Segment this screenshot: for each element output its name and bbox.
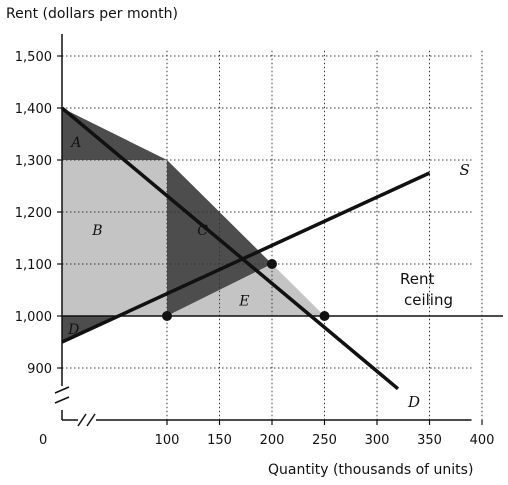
y-tick-label-1400: 1,400 [15,102,52,117]
y-tick-label-1000: 1,000 [15,310,52,325]
point-3 [319,311,330,321]
supply-label: S [460,161,470,179]
supply-curve [61,171,431,344]
x-axis-break-2 [86,413,96,427]
axes [54,34,483,427]
x-axis-break-1 [77,413,87,427]
y-tick-label-900: 900 [27,362,52,377]
region-label-c: C [197,223,208,239]
region-b [62,160,167,316]
demand-curve [60,106,400,391]
y-tick-label-1200: 1,200 [15,206,52,221]
x-tick-label-200: 200 [260,433,285,448]
y-axis-break-1 [54,386,70,394]
y-tick-label-1500: 1,500 [15,50,52,65]
y-axis-break-2 [54,396,70,404]
x-tick-label-150: 150 [207,433,232,448]
x-tick-label-250: 250 [312,433,337,448]
x-tick-label-300: 300 [365,433,390,448]
x-tick-label-100: 100 [155,433,180,448]
labels: 900 1,000 1,100 1,200 1,300 1,400 1,500 100 150 2… [15,50,495,448]
equilibrium-points [162,259,330,321]
region-label-d: D [67,322,79,338]
x-tick-label-350: 350 [417,433,442,448]
x-axis-title: Quantity (thousands of units) [268,462,473,478]
y-axis-title: Rent (dollars per month) [6,6,178,22]
y-tick-label-1300: 1,300 [15,154,52,169]
curves [60,106,503,391]
y-tick-label-1100: 1,100 [15,258,52,273]
point-1 [267,259,277,269]
grid-lines [62,50,483,420]
demand-label: D [407,393,420,411]
rent-ceiling-label-line1: Rent [400,270,434,288]
region-a [62,108,167,160]
region-e [167,264,325,316]
rent-ceiling-label-line2: ceiling [404,291,453,309]
x-tick-label-400: 400 [470,433,495,448]
origin-label: 0 [39,433,47,448]
point-2 [162,311,172,321]
region-label-a: A [69,135,81,151]
region-label-e: E [238,293,249,309]
region-label-b: B [91,223,102,239]
